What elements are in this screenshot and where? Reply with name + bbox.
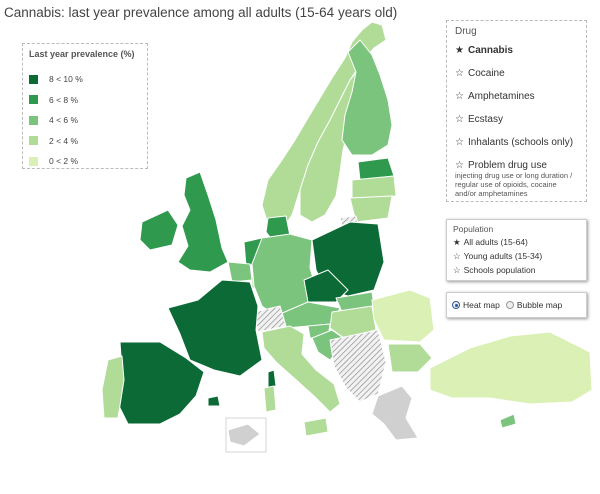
population-option-all-adults[interactable]: ★ All adults (15-64) [453,237,580,248]
star-outline-icon: ☆ [455,68,464,79]
country-bulgaria[interactable] [387,343,433,373]
population-option-label: Young adults (15-34) [463,251,543,261]
drug-option-label: Problem drug use [467,160,547,171]
star-outline-icon: ☆ [455,114,464,125]
legend-item: 6 < 8 % [29,90,141,111]
map-mode-panel: Heat map Bubble map [446,292,587,318]
radio-unselected-icon [505,301,514,309]
country-cyprus[interactable] [499,413,517,429]
drug-option-label: Ecstasy [467,114,503,125]
legend-title: Last year prevalence (%) [29,49,135,59]
country-italy-sardinia[interactable] [263,385,277,413]
country-portugal[interactable] [101,355,125,419]
country-france-corsica[interactable] [267,369,277,389]
country-ireland[interactable] [139,209,179,251]
drug-panel: Drug ★ Cannabis ☆ Cocaine ☆ Amphetamines ☆ E… [446,20,587,202]
country-romania[interactable] [371,289,435,343]
legend-swatch [29,95,38,105]
problem-drug-use-note: injecting drug use or long duration / re… [455,171,573,198]
drug-option-inhalants[interactable]: ☆ Inhalants (schools only) [455,137,578,148]
country-latvia[interactable] [351,175,397,199]
legend-swatch [29,136,38,146]
country-france[interactable] [167,279,263,377]
drug-option-amphetamines[interactable]: ☆ Amphetamines [455,91,578,102]
country-turkey[interactable] [429,331,593,405]
bubble-map-radio[interactable]: Bubble map [505,300,563,310]
legend-swatch [29,74,38,84]
legend-item: 2 < 4 % [29,131,141,152]
drug-option-cocaine[interactable]: ☆ Cocaine [455,68,578,79]
legend-item-label: 2 < 4 % [49,135,79,146]
drug-option-label: Amphetamines [467,91,535,102]
heat-map-label: Heat map [463,300,500,310]
population-option-young-adults[interactable]: ☆ Young adults (15-34) [453,251,580,262]
country-czech-republic[interactable] [303,269,349,303]
country-spain-balearic[interactable] [207,395,221,407]
star-outline-icon: ☆ [455,160,464,171]
country-malta[interactable] [227,423,261,447]
page-title: Cannabis: last year prevalence among all… [4,5,398,20]
drug-panel-title: Drug [455,26,477,37]
population-panel: Population ★ All adults (15-64) ☆ Young ad… [446,219,587,281]
legend-swatch [29,156,38,166]
legend-item-label: 0 < 2 % [49,156,79,167]
star-outline-icon: ☆ [453,265,461,275]
star-outline-icon: ☆ [455,137,464,148]
country-italy[interactable] [261,325,341,413]
population-option-schools[interactable]: ☆ Schools population [453,265,580,276]
country-lithuania[interactable] [349,195,393,223]
drug-option-problem-drug-use[interactable]: ☆ Problem drug use [455,160,578,171]
country-finland[interactable] [341,39,393,156]
region-western-balkans [329,329,387,403]
legend-item: 8 < 10 % [29,69,141,90]
legend-item: 4 < 6 % [29,110,141,131]
star-filled-icon: ★ [453,237,461,247]
legend-item-label: 8 < 10 % [49,74,83,85]
country-belgium[interactable] [227,261,253,283]
star-outline-icon: ☆ [453,251,461,261]
radio-selected-icon [452,301,460,309]
drug-option-label: Cocaine [467,68,505,79]
country-greece[interactable] [371,385,419,441]
heat-map-radio[interactable]: Heat map [452,300,500,310]
bubble-map-label: Bubble map [516,300,563,310]
country-italy-sicily[interactable] [303,417,329,437]
drug-option-ecstasy[interactable]: ☆ Ecstasy [455,114,578,125]
legend-item-label: 6 < 8 % [49,94,79,105]
prevalence-legend: Last year prevalence (%) 8 < 10 % 6 < 8 … [22,43,148,169]
drug-option-cannabis[interactable]: ★ Cannabis [455,45,578,56]
population-panel-title: Population [453,224,494,234]
malta-inset-frame [225,417,267,453]
drug-option-label: Inhalants (schools only) [467,137,574,148]
legend-item-label: 4 < 6 % [49,115,79,126]
country-united-kingdom[interactable] [177,171,229,273]
drug-option-label: Cannabis [467,45,513,56]
legend-swatch [29,115,38,125]
population-option-label: All adults (15-64) [463,237,528,247]
star-outline-icon: ☆ [455,91,464,102]
population-option-label: Schools population [463,265,536,275]
star-filled-icon: ★ [455,45,464,56]
legend-item: 0 < 2 % [29,151,141,172]
